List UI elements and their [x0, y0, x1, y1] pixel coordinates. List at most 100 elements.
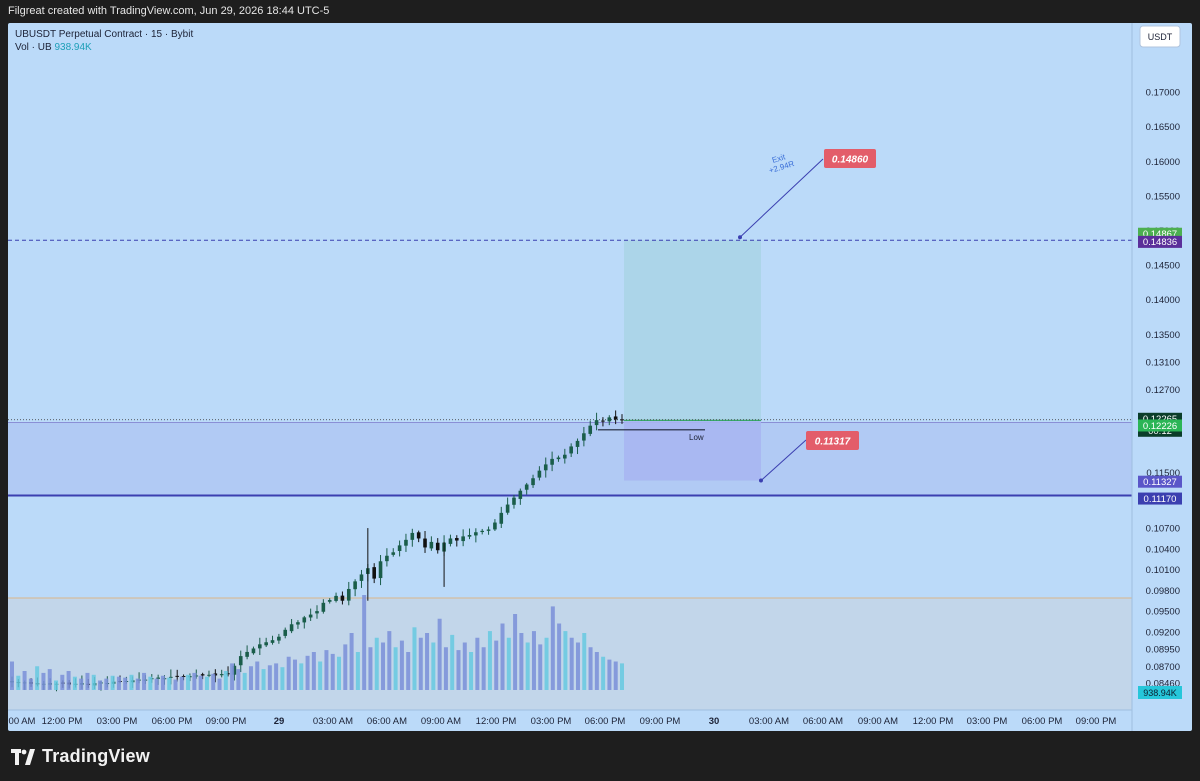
volume-bar — [35, 666, 40, 690]
candle-body — [391, 552, 396, 555]
candle-body — [385, 555, 389, 562]
price-badge: 0.11170 — [1144, 494, 1177, 505]
candle-body — [474, 532, 478, 536]
price-tick-label: 0.09200 — [1146, 627, 1180, 638]
volume-bar — [601, 656, 606, 690]
candle-body — [334, 595, 338, 601]
volume-bar — [613, 661, 618, 690]
candle-body — [264, 642, 268, 646]
volume-bar — [204, 676, 209, 690]
candle-body — [238, 656, 243, 666]
volume-bar — [355, 652, 360, 690]
time-tick-label: 06:00 AM — [803, 716, 843, 727]
volume-bar — [192, 672, 197, 690]
volume-bar — [217, 678, 222, 690]
candle-body — [620, 419, 624, 421]
price-tick-label: 0.08950 — [1146, 645, 1180, 656]
volume-bar — [330, 653, 335, 690]
volume-bar — [274, 663, 279, 690]
candle-body — [213, 673, 218, 676]
volume-bar — [343, 644, 348, 690]
volume-bar — [261, 669, 266, 690]
exit-point — [738, 235, 742, 240]
volume-bar — [469, 652, 474, 690]
candle-body — [175, 675, 180, 677]
volume-bars — [10, 595, 624, 690]
volume-bar — [481, 647, 486, 690]
candle-body — [448, 538, 453, 544]
volume-bar — [418, 637, 423, 690]
stop-price-label: 0.11317 — [815, 437, 851, 448]
volume-bar — [557, 623, 562, 690]
price-badge-bg — [1138, 475, 1182, 488]
exit-connector — [739, 158, 824, 238]
volume-bar — [66, 671, 71, 690]
volume-bar — [349, 633, 354, 690]
currency-button[interactable]: USDT — [1148, 32, 1173, 42]
time-tick-label: 09:00 PM — [640, 716, 681, 727]
volume-bar — [16, 675, 21, 690]
chart-panel[interactable]: Low Exit +2.94R 0.14860 0.11317 USDT 0.17000 0.… — [8, 23, 1192, 731]
price-tick-label: 0.08700 — [1146, 662, 1180, 673]
price-tick-label: 0.13100 — [1146, 358, 1180, 369]
candle-body — [321, 602, 326, 612]
time-tick-label: 03:00 AM — [749, 716, 789, 727]
time-tick-label: 03:00 PM — [967, 716, 1008, 727]
volume-bar — [160, 675, 165, 690]
candle-body — [467, 534, 472, 537]
candle-body — [378, 561, 383, 579]
volume-bar — [72, 676, 77, 690]
candle-body — [613, 416, 618, 420]
exit-annotation: Exit+2.94R — [768, 152, 796, 175]
candle-body — [480, 530, 485, 533]
price-badge: 0.14836 — [1143, 237, 1177, 248]
volume-bar — [85, 672, 90, 690]
time-tick-label: 00 AM — [9, 716, 36, 727]
candle-body — [499, 512, 504, 524]
exit-label: Exit — [771, 152, 787, 165]
volume-bar — [173, 679, 178, 690]
volume-bar — [47, 669, 52, 690]
volume-bar — [538, 644, 543, 690]
candle-body — [340, 595, 345, 601]
price-tick-label: 0.10700 — [1146, 524, 1180, 535]
volume-bar — [211, 673, 216, 690]
candle-body — [169, 676, 173, 678]
volume-bar — [475, 637, 480, 690]
time-tick-label: 03:00 AM — [313, 716, 353, 727]
price-tick-label: 0.10400 — [1146, 544, 1180, 555]
price-badge: 0.12226 — [1143, 421, 1177, 432]
time-tick-label: 06:00 PM — [1022, 716, 1063, 727]
volume-bar — [406, 652, 411, 690]
low-label: Low — [689, 433, 704, 442]
volume-bar — [519, 633, 524, 690]
volume-bar — [318, 661, 323, 690]
volume-bar — [41, 672, 46, 690]
candle-body — [524, 484, 529, 490]
volume-bar — [255, 661, 260, 690]
volume-bar — [513, 614, 518, 690]
volume-bar — [280, 667, 285, 690]
time-tick-label: 03:00 PM — [531, 716, 572, 727]
volume-bar — [487, 631, 492, 690]
currency-button-bg — [1139, 25, 1181, 48]
stop-connector — [760, 439, 807, 481]
price-badge: 0.11327 — [1143, 477, 1177, 488]
candle-body — [601, 420, 605, 422]
price-chart[interactable]: Low Exit+2.94R 0.14860 0.11317 USDT 0.17000 0.… — [8, 23, 1192, 731]
candle-body — [226, 673, 230, 675]
volume-bar — [230, 663, 235, 690]
candle-body — [416, 532, 421, 539]
volume-bar — [79, 678, 84, 690]
candle-body — [397, 545, 402, 551]
volume-bar — [129, 674, 134, 690]
volume-bar — [198, 675, 203, 690]
candle-body — [423, 538, 427, 548]
time-tick-label: 06:00 AM — [367, 716, 407, 727]
volume-bar — [91, 674, 96, 690]
candle-body — [207, 674, 211, 676]
price-badge-bg — [1138, 235, 1182, 248]
time-tick-label: 09:00 AM — [421, 716, 461, 727]
volume-bar — [10, 661, 14, 690]
volume-bar — [123, 677, 128, 690]
